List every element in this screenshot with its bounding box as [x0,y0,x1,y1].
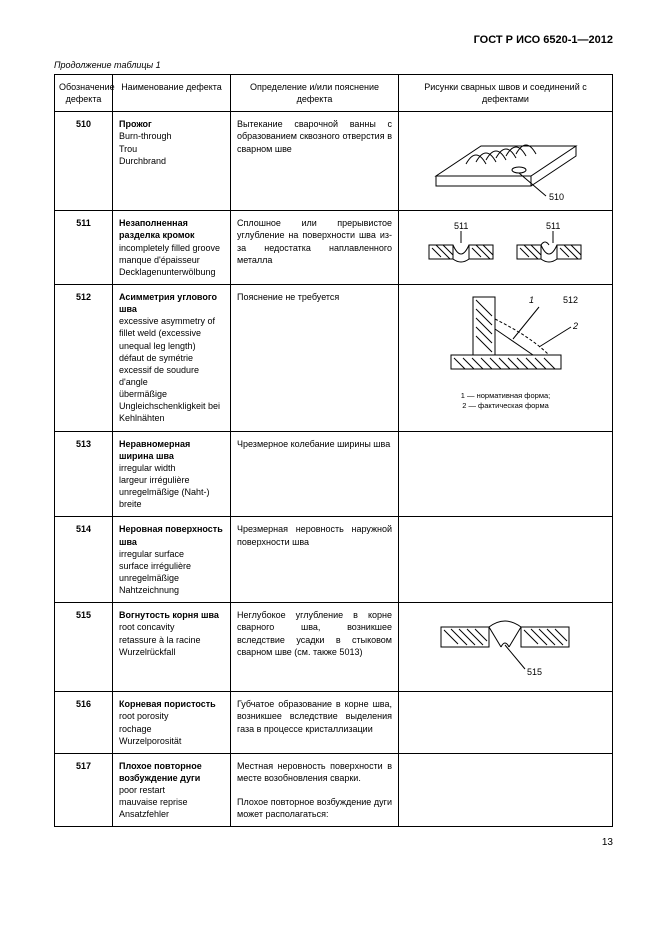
cell-definition: Чрезмерное колебание ширины шва [231,431,399,517]
name-alt: root porosity rochage Wurzelporosität [119,711,181,745]
cell-picture: 511 511 [399,211,613,285]
cell-definition: Чрезмерная неровность наружной поверхнос… [231,517,399,603]
name-alt: incompletely filled groove manque d'épai… [119,243,220,277]
table-row: 514 Неровная поверхность шва irregular s… [55,517,613,603]
name-bold: Неравномерная ширина шва [119,439,190,461]
cell-definition: Сплошное или прерывистое углубление на п… [231,211,399,285]
cell-picture: 510 [399,112,613,211]
cell-code: 513 [55,431,113,517]
legend-line: 1 — нормативная форма; [461,391,550,400]
figure-512: 1 512 2 [421,289,591,389]
defects-table: Обозначение дефекта Наименование дефекта… [54,74,613,827]
cell-code: 510 [55,112,113,211]
table-caption: Продолжение таблицы 1 [54,60,613,70]
legend-number: 1 [529,295,534,305]
table-row: 510 Прожог Burn-through Trou Durchbrand … [55,112,613,211]
name-alt: irregular width largeur irrégulière unre… [119,463,210,509]
name-alt: irregular surface surface irrégulière un… [119,549,191,595]
cell-picture [399,517,613,603]
cell-code: 512 [55,284,113,431]
cell-name: Плохое повторное возбуждение дуги poor r… [113,753,231,827]
table-row: 516 Корневая пористость root porosity ro… [55,692,613,754]
cell-name: Корневая пористость root porosity rochag… [113,692,231,754]
col-header-name: Наименование дефекта [113,75,231,112]
name-bold: Неровная поверхность шва [119,524,223,546]
cell-definition: Местная неровность поверхности в месте в… [231,753,399,827]
cell-picture [399,692,613,754]
document-id: ГОСТ Р ИСО 6520-1—2012 [54,34,613,46]
cell-picture [399,431,613,517]
table-row: 513 Неравномерная ширина шва irregular w… [55,431,613,517]
figure-legend: 1 — нормативная форма; 2 — фактическая ф… [401,391,610,411]
cell-definition: Пояснение не требуется [231,284,399,431]
cell-name: Вогнутость корня шва root concavity reta… [113,603,231,692]
cell-definition: Губчатое образование в корне шва, возник… [231,692,399,754]
cell-name: Прожог Burn-through Trou Durchbrand [113,112,231,211]
figure-label: 510 [549,192,564,202]
name-bold: Асимметрия углового шва [119,292,217,314]
name-alt: Burn-through Trou Durchbrand [119,131,172,165]
table-row: 515 Вогнутость корня шва root concavity … [55,603,613,692]
name-bold: Плохое повторное возбуждение дуги [119,761,202,783]
col-header-definition: Определение и/или пояснение дефекта [231,75,399,112]
table-row: 511 Незаполненная разделка кромок incomp… [55,211,613,285]
cell-code: 515 [55,603,113,692]
cell-name: Неровная поверхность шва irregular surfa… [113,517,231,603]
page: ГОСТ Р ИСО 6520-1—2012 Продолжение табли… [0,0,661,868]
legend-number: 2 [572,321,578,331]
cell-name: Неравномерная ширина шва irregular width… [113,431,231,517]
name-alt: excessive asymmetry of fillet weld (exce… [119,316,220,423]
figure-515: 515 [421,607,591,687]
figure-511: 511 511 [421,215,591,275]
cell-picture [399,753,613,827]
cell-code: 511 [55,211,113,285]
name-alt: root concavity retassure à la racine Wur… [119,622,201,656]
table-row: 512 Асимметрия углового шва excessive as… [55,284,613,431]
figure-label: 515 [527,667,542,677]
page-number: 13 [54,837,613,848]
cell-code: 517 [55,753,113,827]
cell-picture: 515 [399,603,613,692]
cell-definition: Вытекание сварочной ванны с образованием… [231,112,399,211]
figure-510: 510 [421,116,591,206]
cell-picture: 1 512 2 1 — нормативная форма; 2 — факти… [399,284,613,431]
cell-name: Незаполненная разделка кромок incomplete… [113,211,231,285]
name-bold: Прожог [119,119,152,129]
col-header-picture: Рисунки сварных швов и соединений с дефе… [399,75,613,112]
name-bold: Вогнутость корня шва [119,610,219,620]
figure-label: 512 [563,295,578,305]
name-bold: Незаполненная разделка кромок [119,218,194,240]
legend-line: 2 — фактическая форма [462,401,549,410]
name-bold: Корневая пористость [119,699,216,709]
table-header-row: Обозначение дефекта Наименование дефекта… [55,75,613,112]
figure-label: 511 [454,221,468,231]
cell-code: 514 [55,517,113,603]
cell-definition: Неглубокое углубление в корне сварного ш… [231,603,399,692]
cell-name: Асимметрия углового шва excessive asymme… [113,284,231,431]
name-alt: poor restart mauvaise reprise Ansatzfehl… [119,785,188,819]
table-row: 517 Плохое повторное возбуждение дуги po… [55,753,613,827]
cell-code: 516 [55,692,113,754]
col-header-code: Обозначение дефекта [55,75,113,112]
figure-label: 511 [546,221,560,231]
